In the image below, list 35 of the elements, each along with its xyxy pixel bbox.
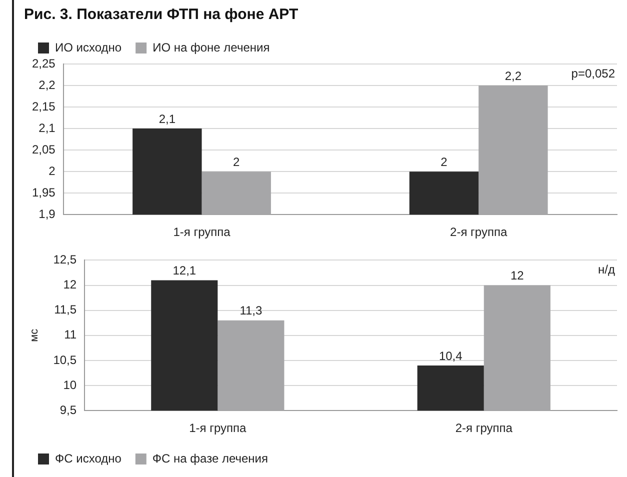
y-tick-label: 12,5 xyxy=(53,252,77,267)
y-tick-label: 2,15 xyxy=(32,99,56,114)
x-tick-label: 1-я группа xyxy=(189,421,247,436)
x-tick-label: 2-я группа xyxy=(455,421,513,436)
legend-label: ИО на фоне лечения xyxy=(152,40,270,54)
data-label: 2,1 xyxy=(158,112,176,126)
annotation: p=0,052 xyxy=(571,66,616,80)
data-label: 11,3 xyxy=(240,304,262,318)
data-label: 2,2 xyxy=(504,68,522,83)
data-label: 12 xyxy=(510,268,524,283)
y-tick-label: 1,9 xyxy=(38,206,56,221)
y-tick-label: 2,05 xyxy=(32,142,56,156)
data-label: 2 xyxy=(233,154,240,169)
y-tick-label: 2,2 xyxy=(38,78,56,92)
y-tick-label: 10,5 xyxy=(53,352,77,367)
y-tick-label: 2 xyxy=(48,164,56,178)
y-tick-label: 12 xyxy=(63,278,77,292)
legend-label: ИО исходно xyxy=(55,40,122,54)
legend-label: ФС на фазе лечения xyxy=(152,451,268,466)
y-tick-label: 1,95 xyxy=(32,185,56,200)
data-label: 2 xyxy=(440,154,448,169)
y-tick-label: 2,25 xyxy=(32,56,56,70)
y-tick-label: 11 xyxy=(64,328,77,342)
x-tick-label: 2-я группа xyxy=(450,225,508,240)
y-tick-label: 2,1 xyxy=(38,120,56,135)
y-tick-label: 11,5 xyxy=(54,302,77,317)
data-label: 10,4 xyxy=(438,348,463,363)
legend-label: ФС исходно xyxy=(55,451,122,466)
annotation: н/д xyxy=(598,262,615,277)
x-tick-label: 1-я группа xyxy=(173,225,231,240)
chart-title: Рис. 3. Показатели ФТП на фоне АРТ xyxy=(24,6,298,24)
y-axis-title: мс xyxy=(28,328,41,342)
y-tick-label: 10 xyxy=(63,378,77,392)
y-tick-label: 9,5 xyxy=(60,402,77,417)
data-label: 12,1 xyxy=(172,264,196,278)
